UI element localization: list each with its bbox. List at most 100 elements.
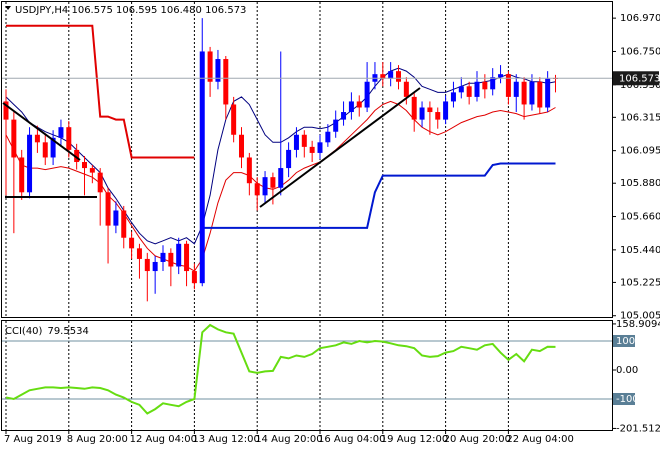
- candle-body: [443, 101, 449, 120]
- candle-body: [309, 146, 315, 153]
- candle-body: [333, 119, 339, 132]
- candle-body: [435, 112, 441, 120]
- x-tick-label: 20 Aug 20:00: [444, 434, 511, 445]
- candle-body: [396, 71, 401, 82]
- chart-title: USDJPY,H4 106.575 106.595 106.480 106.57…: [15, 5, 246, 16]
- candle-body: [27, 134, 33, 193]
- candle-body: [529, 81, 535, 105]
- candle-body: [474, 81, 480, 97]
- candle-body: [19, 157, 25, 193]
- level-tag: [613, 334, 635, 347]
- candle-body: [82, 162, 87, 169]
- y-tick-label: 0.00: [616, 365, 638, 376]
- trend-line: [2, 102, 81, 161]
- candle-body: [34, 134, 40, 143]
- cci-value: 79.5534: [47, 326, 88, 337]
- y-tick-label: 105.660: [620, 212, 660, 223]
- candle-body: [191, 271, 197, 284]
- y-tick-label: 106.970: [620, 13, 660, 24]
- candle-body: [348, 101, 354, 113]
- symbol-arrow: [5, 6, 11, 10]
- candle-body: [136, 248, 142, 259]
- candle-body: [521, 81, 527, 105]
- y-tick-label: 106.530: [620, 80, 660, 91]
- candle-body: [270, 177, 276, 188]
- candle-body: [144, 258, 150, 272]
- cci-label: CCI(40): [5, 326, 43, 337]
- y-tick-label: 105.880: [620, 178, 660, 189]
- x-tick-label: 12 Aug 04:00: [130, 434, 197, 445]
- candle-body: [513, 81, 519, 97]
- candle-body: [286, 149, 292, 169]
- candle-body: [427, 107, 433, 113]
- candle-body: [246, 157, 252, 184]
- y-tick-label: -201.5128: [616, 423, 660, 434]
- price-tag-label: 106.573: [619, 73, 660, 84]
- price-tag: [613, 71, 659, 86]
- candle-body: [58, 127, 64, 138]
- candle-body: [231, 104, 237, 135]
- candle-body: [42, 142, 48, 158]
- y-tick-label: 106.315: [620, 112, 660, 123]
- candle-body: [482, 81, 488, 90]
- y-tick-label: -100: [616, 394, 639, 405]
- y-tick-label: 105.440: [620, 245, 660, 256]
- candle-body: [262, 177, 268, 196]
- candle-body: [168, 252, 174, 267]
- candle-body: [498, 74, 504, 78]
- candle-body: [545, 78, 551, 108]
- cci-panel: [1, 320, 613, 431]
- indicator-line: [202, 162, 556, 229]
- candle-body: [458, 86, 464, 93]
- candle-body: [317, 142, 323, 153]
- candle-body: [160, 252, 166, 262]
- candle-body: [419, 107, 425, 120]
- x-tick-label: 8 Aug 20:00: [67, 434, 128, 445]
- candle-body: [301, 134, 307, 147]
- level-tag: [613, 392, 635, 405]
- candle-body: [466, 86, 472, 97]
- candle-body: [364, 81, 370, 108]
- candle-body: [113, 210, 119, 226]
- candle-body: [199, 51, 205, 284]
- candle-body: [176, 243, 182, 267]
- candle-body: [325, 131, 331, 143]
- candle-body: [505, 74, 511, 97]
- candle-body: [490, 77, 496, 90]
- candle-body: [129, 237, 135, 249]
- candle-body: [11, 119, 17, 158]
- x-tick-label: 19 Aug 12:00: [381, 434, 448, 445]
- y-tick-label: 105.225: [620, 277, 660, 288]
- candle-body: [380, 74, 386, 79]
- trend-line: [259, 87, 421, 208]
- x-tick-label: 22 Aug 04:00: [506, 434, 573, 445]
- candle-body: [356, 101, 362, 108]
- x-tick-label: 13 Aug 12:00: [192, 434, 259, 445]
- y-tick-label: 158.9094: [616, 319, 660, 330]
- candle-body: [537, 81, 543, 108]
- candle-body: [450, 92, 456, 102]
- candle-body: [293, 134, 299, 150]
- candle-body: [223, 59, 229, 105]
- candle-body: [74, 149, 80, 163]
- x-tick-label: 16 Aug 04:00: [318, 434, 385, 445]
- candle-body: [97, 172, 103, 193]
- y-tick-label: 105.005: [620, 311, 660, 322]
- candle-body: [184, 243, 190, 272]
- indicator-line: [6, 24, 195, 159]
- candle-body: [121, 210, 127, 238]
- candle-body: [207, 51, 213, 82]
- candle-body: [239, 134, 244, 158]
- cci-line: [5, 323, 556, 415]
- price-panel: [1, 1, 613, 318]
- candle-body: [254, 183, 260, 196]
- candle-body: [50, 137, 56, 158]
- candle-body: [411, 96, 417, 120]
- y-tick-label: 106.750: [620, 46, 660, 57]
- candle-body: [3, 101, 9, 120]
- candle-body: [105, 192, 111, 226]
- candle-body: [278, 168, 284, 188]
- candle-body: [66, 127, 72, 150]
